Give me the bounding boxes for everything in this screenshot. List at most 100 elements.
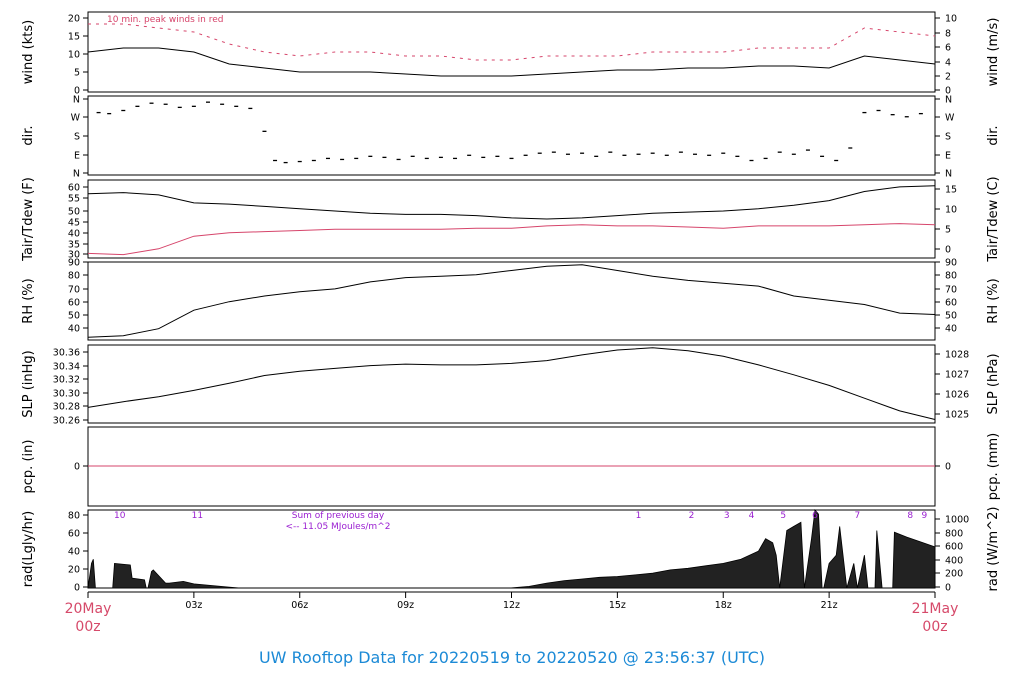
left-tick-label: 45 [68, 218, 80, 229]
left-tick-label: S [74, 132, 80, 143]
left-tick-label: 40 [68, 324, 80, 335]
x-tick-label: 03z [185, 600, 202, 611]
left-tick-label: 30.34 [53, 362, 80, 373]
left-tick-label: 20 [68, 14, 80, 25]
uv-index-label: 3 [724, 511, 730, 521]
left-tick-label: 60 [68, 529, 80, 540]
left-tick-label: 50 [68, 311, 80, 322]
left-tick-label: 40 [68, 229, 80, 240]
left-tick-label: 35 [68, 240, 80, 251]
right-tick-label: 80 [945, 271, 957, 282]
left-tick-label: W [71, 113, 81, 124]
left-tick-label: 80 [68, 511, 80, 522]
left-axis-label: RH (%) [21, 278, 36, 323]
x-tick-label: 06z [291, 600, 308, 611]
panel-2: Tair/Tdew (F) Tair/Tdew (C)30354045505560… [21, 176, 1001, 262]
right-tick-label: N [945, 95, 952, 106]
right-tick-label: 0 [945, 86, 951, 97]
data-series [87, 347, 936, 420]
right-tick-label: 1027 [945, 370, 969, 381]
left-tick-label: N [73, 95, 80, 106]
right-tick-label: 8 [945, 29, 951, 40]
left-tick-label: 30.36 [53, 348, 80, 359]
left-tick-label: N [73, 169, 80, 180]
data-series [87, 47, 936, 77]
right-tick-label: 15 [945, 185, 957, 196]
right-axis-label: RH (%) [986, 278, 1001, 323]
right-tick-label: 1028 [945, 350, 969, 361]
panel-frame [87, 95, 936, 176]
right-axis-label: SLP (hPa) [986, 353, 1001, 414]
panel-5: pcp. (in) pcp. (mm) 0 0 [21, 426, 1001, 507]
right-tick-label: 0 [945, 462, 951, 473]
left-tick-label: 60 [68, 183, 80, 194]
uv-index-label: 6 [812, 511, 818, 521]
left-tick-label: 5 [74, 68, 80, 79]
left-axis-label: wind (kts) [21, 20, 36, 84]
right-tick-label: 800 [945, 529, 963, 540]
peak-wind-series [88, 23, 936, 61]
left-tick-label: 50 [68, 207, 80, 218]
left-tick-label: 55 [68, 194, 80, 205]
x-tick-label: 18z [715, 600, 732, 611]
left-tick-label: 30.26 [53, 416, 80, 427]
right-tick-label: 6 [945, 43, 951, 54]
right-tick-label: 5 [945, 225, 951, 236]
right-tick-label: 600 [945, 542, 963, 553]
right-axis-label: rad (W/m^2) [986, 507, 1001, 592]
x-tick-label: 21z [821, 600, 838, 611]
left-tick-label: 15 [68, 32, 80, 43]
right-tick-label: 0 [945, 245, 951, 256]
right-tick-label: 60 [945, 298, 957, 309]
x-tick-label: 20May [65, 601, 112, 617]
right-tick-label: 1025 [945, 410, 969, 421]
x-start-sublabel: 00z [75, 619, 100, 635]
x-end-sublabel: 00z [922, 619, 947, 635]
x-tick-label: 09z [397, 600, 414, 611]
right-axis-label: wind (m/s) [986, 18, 1001, 87]
left-axis-label: SLP (inHg) [21, 350, 36, 418]
uv-index-label: 2 [689, 511, 695, 521]
right-axis-label: dir. [986, 125, 1001, 145]
right-tick-label: 70 [945, 285, 957, 296]
uv-index-label: 4 [749, 511, 755, 521]
left-axis-label: Tair/Tdew (F) [21, 177, 36, 262]
right-axis-label: Tair/Tdew (C) [986, 176, 1001, 262]
right-axis-label: pcp. (mm) [986, 433, 1001, 500]
left-tick-label: 10 [68, 50, 80, 61]
left-tick-label: 30.28 [53, 402, 80, 413]
right-tick-label: 50 [945, 311, 957, 322]
panel-6: rad(Lgly/hr) rad (W/m^2)02040608002004006… [21, 507, 1001, 594]
panel-frame [87, 344, 936, 424]
left-tick-label: 90 [68, 258, 80, 269]
left-tick-label: 60 [68, 298, 80, 309]
uv-index-label: 10 [114, 511, 126, 521]
x-tick-label: 21May [912, 601, 959, 617]
uv-index-label: 1 [636, 511, 642, 521]
x-axis: 20May 03z 06z 09z 12z 15z 18z 21z 21May 00z 00z [65, 591, 959, 635]
dewpoint-series [87, 223, 936, 256]
panel-4: SLP (inHg) SLP (hPa) 30.26 30.28 30.30 30.32 3… [21, 344, 1001, 427]
data-series [87, 185, 936, 220]
panel-0: wind (kts) wind (m/s) 0 5 10 15 20 0 2 4 6 8 10 10 mi… [21, 11, 1001, 97]
left-tick-label: 30 [68, 250, 80, 261]
left-tick-label: 0 [74, 583, 80, 594]
left-tick-label: 0 [74, 462, 80, 473]
panel-frame [87, 179, 936, 259]
left-tick-label: 40 [68, 547, 80, 558]
uv-index-label: 11 [192, 511, 203, 521]
x-tick-label: 15z [609, 600, 626, 611]
right-tick-label: S [945, 132, 951, 143]
left-tick-label: 0 [74, 86, 80, 97]
uv-index-label: 9 [922, 511, 928, 521]
uv-index-label: 5 [780, 511, 786, 521]
right-tick-label: 40 [945, 324, 957, 335]
right-tick-label: 2 [945, 72, 951, 83]
peak-wind-note: 10 min. peak winds in red [107, 15, 224, 25]
right-tick-label: E [945, 151, 951, 162]
uv-index-label: 8 [907, 511, 913, 521]
left-axis-label: dir. [21, 125, 36, 145]
right-tick-label: 1000 [945, 515, 969, 526]
right-tick-label: W [945, 113, 955, 124]
